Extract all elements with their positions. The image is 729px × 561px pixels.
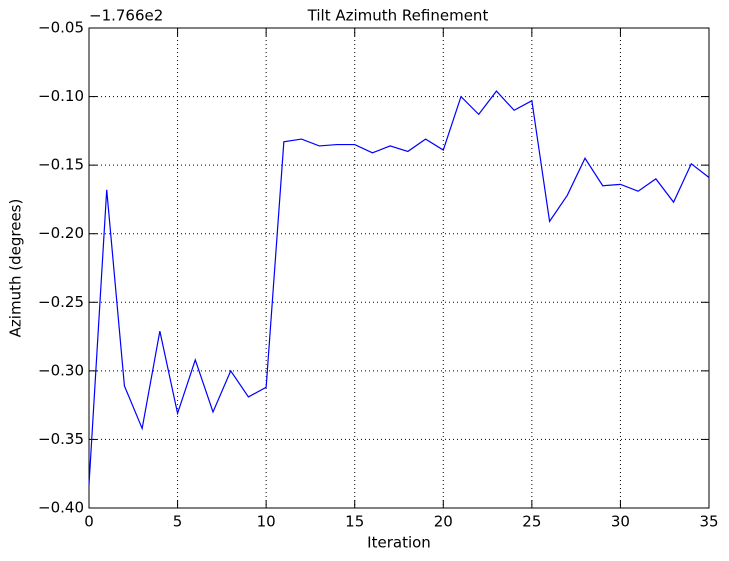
chart-title: Tilt Azimuth Refinement xyxy=(307,7,489,25)
x-tick-label: 15 xyxy=(345,513,364,531)
data-line xyxy=(88,90,710,485)
y-tick-label: −0.35 xyxy=(38,430,84,448)
y-offset-text: −1.766e2 xyxy=(89,7,163,25)
y-tick-label: −0.20 xyxy=(38,224,84,242)
y-tick-label: −0.10 xyxy=(38,87,84,105)
y-tick-label: −0.40 xyxy=(38,499,84,517)
x-tick-label: 30 xyxy=(611,513,630,531)
x-tick-label: 0 xyxy=(84,513,94,531)
y-tick-label: −0.15 xyxy=(38,156,84,174)
y-tick-label: −0.25 xyxy=(38,293,84,311)
x-tick-label: 20 xyxy=(434,513,453,531)
x-axis-label: Iteration xyxy=(367,534,431,552)
x-tick-label: 25 xyxy=(522,513,541,531)
plot-frame xyxy=(88,27,710,509)
x-tick-label: 5 xyxy=(173,513,183,531)
x-tick-label: 10 xyxy=(257,513,276,531)
x-tick-label: 35 xyxy=(699,513,718,531)
y-tick-label: −0.05 xyxy=(38,19,84,37)
y-tick-label: −0.30 xyxy=(38,361,84,379)
y-axis-label: Azimuth (degrees) xyxy=(7,199,25,338)
